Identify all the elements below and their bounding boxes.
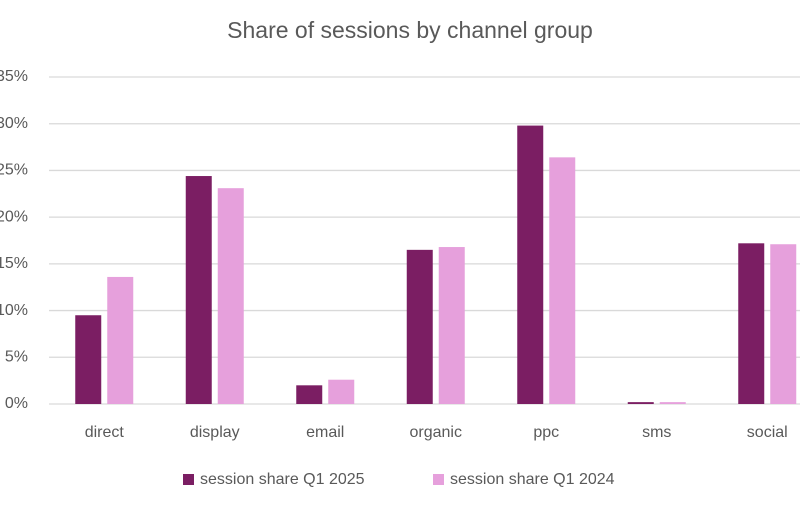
x-tick-label: ppc [533, 424, 559, 441]
bar [296, 385, 323, 404]
x-tick-label: direct [85, 424, 125, 441]
bar [659, 402, 686, 404]
bar [75, 315, 102, 404]
bar [107, 276, 134, 404]
bar [438, 247, 465, 404]
legend-label: session share Q1 2024 [450, 471, 615, 488]
y-tick-label: 35% [0, 68, 28, 85]
y-tick-label: 10% [0, 302, 28, 319]
y-tick-label: 5% [5, 349, 28, 366]
y-tick-label: 30% [0, 115, 28, 132]
y-tick-label: 15% [0, 255, 28, 272]
y-tick-label: 0% [5, 395, 28, 412]
chart-title: Share of sessions by channel group [227, 17, 593, 43]
x-tick-label: email [306, 424, 344, 441]
bar [738, 243, 765, 404]
bar [406, 249, 433, 404]
legend-swatch [433, 474, 444, 485]
bar [328, 379, 355, 404]
x-tick-label: social [747, 424, 788, 441]
x-tick-label: organic [410, 424, 462, 441]
bar [185, 176, 212, 404]
legend-swatch [183, 474, 194, 485]
bar [770, 244, 797, 404]
y-tick-label: 25% [0, 162, 28, 179]
x-tick-label: sms [642, 424, 671, 441]
x-tick-label: display [190, 424, 240, 441]
legend-label: session share Q1 2025 [200, 471, 365, 488]
bar [217, 188, 244, 404]
y-tick-label: 20% [0, 208, 28, 225]
bar [517, 125, 544, 404]
bar [549, 157, 576, 404]
bar [627, 402, 654, 404]
